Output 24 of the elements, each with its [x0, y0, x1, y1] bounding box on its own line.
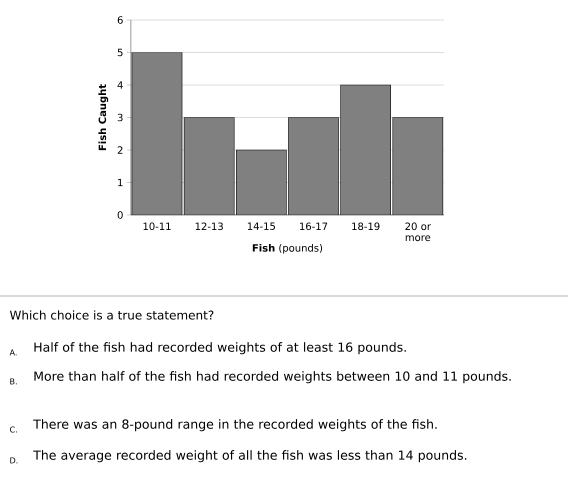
text: Half of the fish had recorded weights of at least 16 pounds. [34, 342, 406, 354]
y-tick-label: 3 [118, 114, 123, 122]
text: Which choice is a true statement? [10, 310, 214, 320]
text: The average recorded weight of all the fish was less than 14 pounds. [33, 450, 466, 462]
x-tick-label: 16-17 [300, 222, 328, 230]
x-tick-label: 14-15 [248, 222, 275, 230]
x-tick-label: 18-19 [352, 222, 380, 230]
y-axis-title: Fish Caught [98, 84, 108, 150]
y-tick-label: 0 [118, 211, 123, 219]
text: More than half of the fish had recorded weights between 10 and 11 pounds. [34, 371, 511, 384]
y-tick-label: 2 [118, 146, 122, 154]
x-tick-label: 20 or more [405, 222, 431, 242]
x-axis-title: Fish (pounds) [252, 244, 322, 254]
text: D. [10, 458, 18, 464]
x-tick-label: 12-13 [196, 222, 223, 230]
text: A. [10, 350, 17, 356]
text: C. [10, 426, 17, 433]
x-tick-label: 10-11 [144, 222, 171, 230]
text: B. [10, 378, 17, 384]
y-tick-label: 6 [118, 16, 123, 24]
y-tick-label: 5 [118, 48, 123, 56]
y-tick-label: 4 [118, 81, 123, 89]
text: There was an 8-pound range in the recorded weights of the fish. [33, 419, 437, 432]
y-tick-label: 1 [118, 178, 122, 186]
